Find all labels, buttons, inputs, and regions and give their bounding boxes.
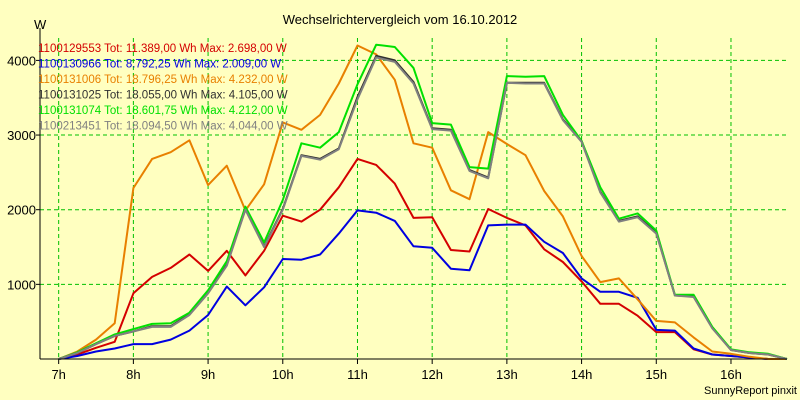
x-tick-label: 15h (645, 367, 667, 382)
x-tick-label: 8h (126, 367, 140, 382)
y-tick-label: 4000 (7, 53, 36, 68)
y-tick-label: 2000 (7, 203, 36, 218)
x-tick-label: 7h (51, 367, 65, 382)
legend-entry-1100131006: 1100131006 Tot: 18.796,25 Wh Max: 4.232,… (38, 74, 288, 86)
legend-entry-1100213451: 1100213451 Tot: 18.094,50 Wh Max: 4.044,… (38, 121, 288, 133)
x-tick-label: 11h (347, 367, 368, 382)
x-tick-label: 16h (720, 367, 742, 382)
y-axis-label: W (34, 17, 47, 32)
y-tick-label: 1000 (7, 277, 36, 292)
chart-title: Wechselrichtervergleich vom 16.10.2012 (283, 12, 518, 27)
x-tick-label: 9h (201, 367, 215, 382)
legend: 1100129553 Tot: 11.389,00 Wh Max: 2.698,… (38, 43, 288, 133)
series-line-1100129553 (58, 157, 787, 360)
legend-entry-1100131025: 1100131025 Tot: 18.055,00 Wh Max: 4.105,… (38, 90, 288, 102)
x-tick-label: 13h (496, 367, 518, 382)
footer-credit: SunnyReport pinxit (704, 385, 797, 397)
y-tick-label: 3000 (7, 128, 36, 143)
legend-entry-1100129553: 1100129553 Tot: 11.389,00 Wh Max: 2.698,… (38, 43, 287, 55)
series-line-1100213451 (58, 56, 788, 360)
x-tick-label: 14h (571, 367, 593, 382)
plot-background (40, 38, 787, 359)
grid-lines (40, 38, 787, 359)
x-tick-label: 10h (272, 367, 294, 382)
axes: 1000 2000 3000 4000 7h 8h 9h 10h 11h 12h 13h 14h 15h… (7, 28, 787, 382)
x-tick-label: 12h (421, 367, 443, 382)
series-lines (58, 43, 788, 360)
plot-area (40, 38, 787, 359)
series-line-1100130966 (58, 209, 787, 360)
legend-entry-1100131074: 1100131074 Tot: 18.601,75 Wh Max: 4.212,… (38, 105, 288, 117)
legend-entry-1100130966: 1100130966 Tot: 8.792,25 Wh Max: 2.009,0… (38, 59, 281, 71)
series-line-1100131006 (58, 44, 787, 360)
